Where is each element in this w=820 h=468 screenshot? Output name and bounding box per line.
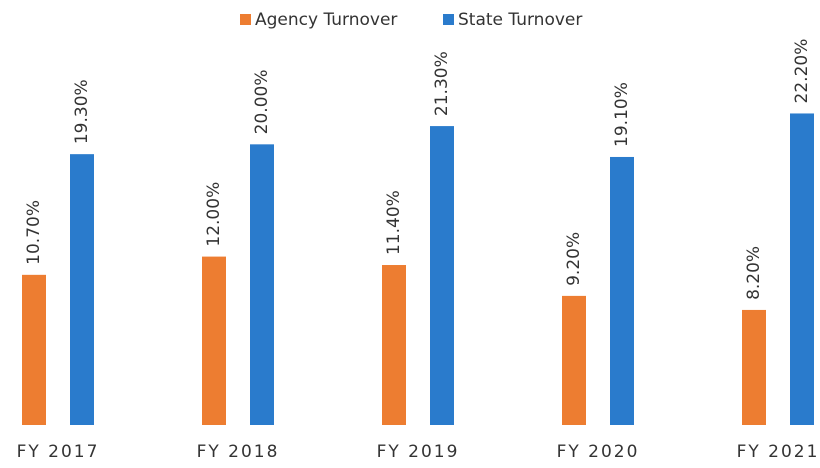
legend-label: State Turnover bbox=[458, 10, 582, 30]
bar bbox=[22, 274, 46, 425]
bar bbox=[382, 265, 406, 425]
x-tick-label: FY 2020 bbox=[557, 442, 640, 462]
bar bbox=[562, 295, 586, 425]
legend-swatch bbox=[240, 14, 251, 25]
x-tick-label: FY 2017 bbox=[17, 442, 100, 462]
data-label: 9.20% bbox=[564, 232, 584, 286]
data-label: 19.10% bbox=[612, 82, 632, 147]
data-label: 19.30% bbox=[72, 79, 92, 144]
data-label: 22.20% bbox=[792, 39, 812, 104]
data-label: 11.40% bbox=[384, 190, 404, 255]
data-label: 10.70% bbox=[24, 200, 44, 265]
bar bbox=[430, 126, 454, 425]
bar bbox=[202, 256, 226, 425]
bar bbox=[610, 156, 634, 426]
x-tick-label: FY 2021 bbox=[737, 442, 820, 462]
x-tick-label: FY 2018 bbox=[197, 442, 280, 462]
bar bbox=[250, 144, 274, 426]
legend-label: Agency Turnover bbox=[255, 10, 397, 30]
bar bbox=[790, 113, 814, 426]
legend-swatch bbox=[443, 14, 454, 25]
data-label: 21.30% bbox=[432, 51, 452, 116]
bar bbox=[742, 309, 766, 425]
x-tick-label: FY 2019 bbox=[377, 442, 460, 462]
data-label: 8.20% bbox=[744, 246, 764, 300]
data-label: 12.00% bbox=[204, 182, 224, 247]
bar bbox=[70, 154, 94, 425]
data-label: 20.00% bbox=[252, 70, 272, 135]
